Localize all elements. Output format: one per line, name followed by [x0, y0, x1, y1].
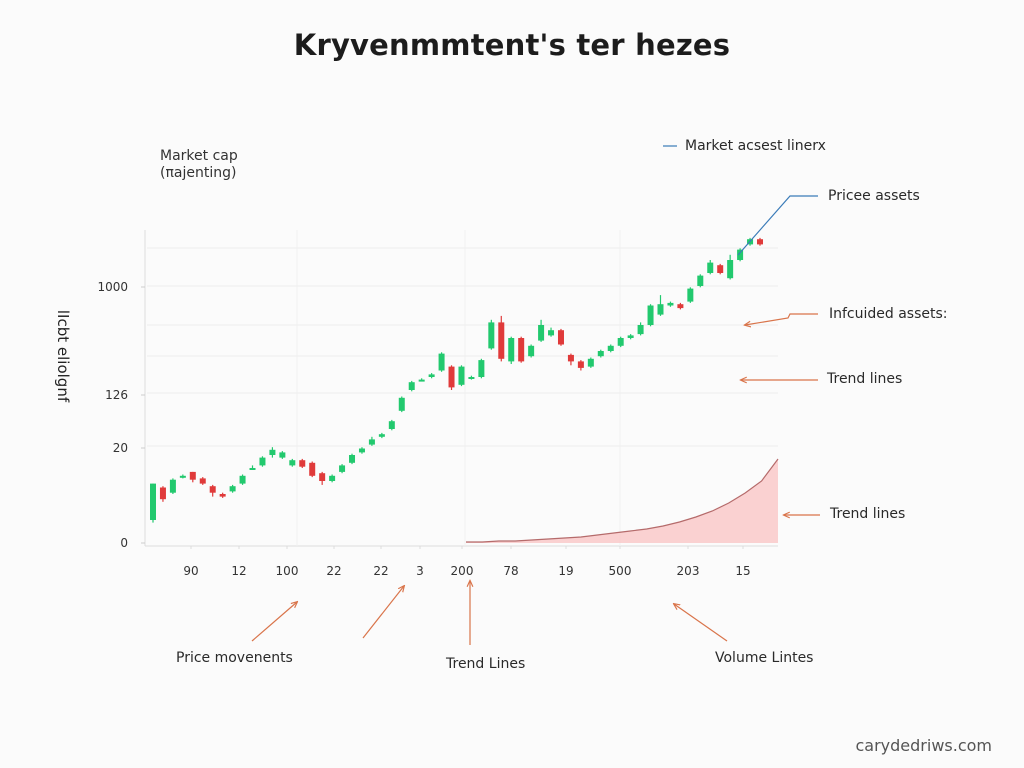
- included-assets-arrow-icon: [745, 313, 818, 325]
- svg-text:500: 500: [609, 564, 632, 578]
- chart-title: Kryvenmmtent's ter hezes: [293, 28, 731, 62]
- annotation-included-assets: Infcuided assets:: [829, 306, 948, 322]
- chart-subtitle: Market cap (πajenting): [160, 148, 238, 182]
- svg-text:90: 90: [183, 564, 198, 578]
- price-movements-arrow-2-icon: [362, 586, 404, 639]
- x-axis-ticks: 90 12 100 22 22 3 200 78 19 500 203 15: [183, 546, 751, 578]
- volume-area: [466, 458, 779, 543]
- annotation-price-movements: Price movenents: [176, 650, 293, 666]
- svg-text:15: 15: [735, 564, 750, 578]
- annotation-prices-assets: Pricee assets: [828, 188, 920, 204]
- price-movements-arrow-icon: [251, 602, 297, 642]
- annotation-trend-lines-bottom: Trend Lines: [446, 656, 526, 672]
- svg-text:1000: 1000: [97, 280, 128, 294]
- svg-text:200: 200: [451, 564, 474, 578]
- subtitle-line-1: Market cap: [160, 148, 238, 164]
- svg-text:203: 203: [677, 564, 700, 578]
- annotation-volume-lines: Volume Lintes: [715, 650, 814, 666]
- svg-text:22: 22: [326, 564, 341, 578]
- svg-text:19: 19: [558, 564, 573, 578]
- plot-grid: [144, 230, 778, 547]
- legend-label: Market acsest linerx: [685, 138, 826, 154]
- svg-text:100: 100: [276, 564, 299, 578]
- svg-text:22: 22: [373, 564, 388, 578]
- annotation-trend-lines-2: Trend lines: [830, 506, 906, 522]
- watermark: carydedriws.com: [855, 736, 992, 755]
- svg-text:0: 0: [120, 536, 128, 550]
- candles: [150, 237, 763, 523]
- svg-text:78: 78: [503, 564, 518, 578]
- svg-text:20: 20: [113, 441, 128, 455]
- volume-lines-arrow-icon: [674, 604, 728, 642]
- annotation-trend-lines: Trend lines: [827, 371, 903, 387]
- svg-text:12: 12: [231, 564, 246, 578]
- svg-text:3: 3: [416, 564, 424, 578]
- prices-assets-pointer: [737, 195, 818, 256]
- y-axis-ticks: 0 20 126 1000: [97, 280, 145, 550]
- subtitle-line-2: (πajenting): [160, 165, 237, 181]
- svg-text:126: 126: [105, 388, 128, 402]
